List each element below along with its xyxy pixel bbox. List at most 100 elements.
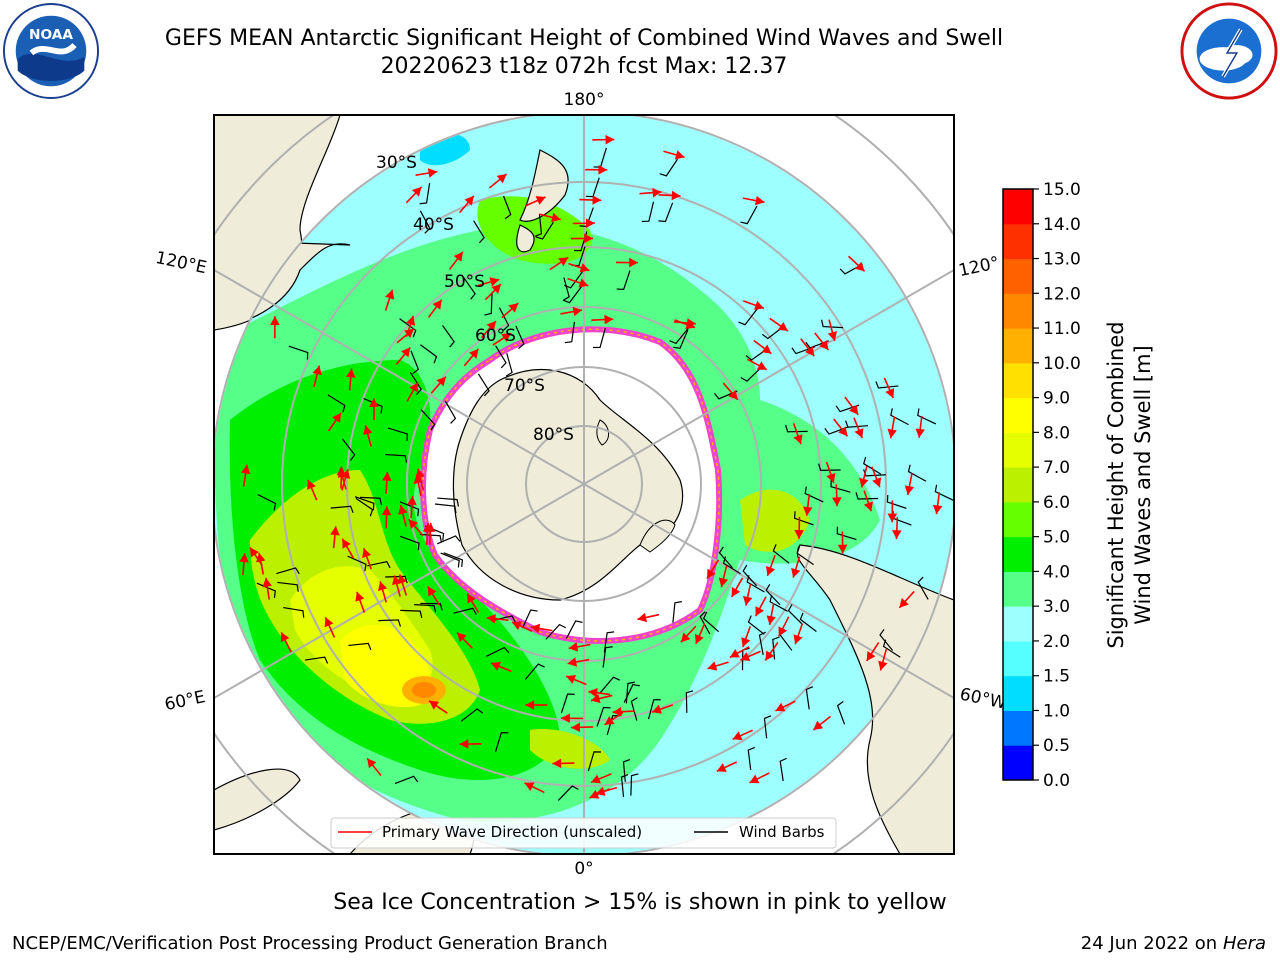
wave-arrow-head bbox=[604, 716, 615, 725]
wind-barb bbox=[494, 732, 509, 752]
wave-arrow-head bbox=[486, 614, 496, 624]
wind-barb bbox=[602, 646, 613, 668]
wind-barb bbox=[796, 546, 814, 566]
wave-arrow-head bbox=[590, 693, 601, 704]
wave-arrow-head bbox=[406, 315, 416, 326]
wind-barb bbox=[763, 715, 772, 739]
wind-barb bbox=[875, 381, 899, 389]
wind-barb bbox=[498, 307, 510, 331]
colorbar-tick-label: 7.0 bbox=[1043, 458, 1070, 478]
wind-barb bbox=[765, 583, 781, 606]
wind-barb bbox=[722, 556, 741, 575]
wind-barb bbox=[673, 329, 689, 349]
wave-arrow-head bbox=[837, 544, 848, 554]
wave-arrow-head bbox=[591, 774, 601, 784]
wind-barb bbox=[793, 511, 814, 526]
wind-barb bbox=[419, 210, 431, 234]
wave-arrow-head bbox=[728, 389, 738, 400]
wave-arrow-head bbox=[552, 758, 562, 769]
wind-barb bbox=[886, 494, 907, 509]
wave-arrow-head bbox=[398, 505, 408, 515]
wave-arrow-head bbox=[685, 320, 696, 330]
wind-barb bbox=[363, 397, 383, 414]
wave-arrow-head bbox=[367, 758, 377, 769]
wind-barb bbox=[277, 581, 299, 592]
wave-arrow-head bbox=[932, 504, 943, 515]
wave-arrow-head bbox=[866, 651, 876, 661]
colorbar-tick-label: 0.5 bbox=[1043, 736, 1070, 756]
wave-arrow-head bbox=[872, 477, 882, 488]
wind-barb bbox=[419, 183, 431, 205]
wave-arrow-head bbox=[469, 348, 479, 359]
colorbar-segment bbox=[1003, 606, 1033, 642]
lat-labels: 30°S 40°S 50°S 60°S 70°S 80°S bbox=[376, 153, 574, 445]
wind-barb bbox=[283, 606, 305, 618]
colorbar-segment bbox=[1003, 258, 1033, 294]
colorbar-tick-label: 1.0 bbox=[1043, 701, 1070, 721]
wave-arrow-head bbox=[588, 687, 598, 698]
lat-label-60s: 60°S bbox=[475, 326, 516, 346]
wind-barb bbox=[830, 479, 851, 493]
wave-arrow-head bbox=[427, 586, 437, 597]
wave-arrow-head bbox=[332, 412, 342, 423]
wave-arrow-head bbox=[778, 626, 788, 637]
wind-barb bbox=[378, 619, 402, 627]
colorbar-segment bbox=[1003, 571, 1033, 607]
lon-label-0: 0° bbox=[574, 859, 593, 879]
wind-barb bbox=[562, 277, 570, 301]
wave-arrow-head bbox=[716, 763, 727, 772]
wave-arrow-head bbox=[363, 425, 373, 436]
wind-barb bbox=[934, 484, 954, 501]
wind-barb bbox=[444, 400, 457, 424]
wind-barb bbox=[799, 612, 817, 632]
wave-arrow-head bbox=[330, 526, 340, 536]
wave-arrow-head bbox=[605, 134, 615, 145]
wave-arrow-head bbox=[680, 632, 691, 643]
lat-label-40s: 40°S bbox=[413, 215, 454, 235]
wind-barb bbox=[437, 497, 460, 507]
wind-barb bbox=[630, 773, 639, 796]
wind-barb bbox=[836, 701, 846, 725]
wave-arrow-head bbox=[887, 513, 898, 523]
wave-arrow-head bbox=[595, 786, 606, 796]
wind-barb bbox=[342, 438, 356, 461]
wave-arrow-head bbox=[377, 581, 388, 591]
wave-arrow-head bbox=[863, 501, 873, 512]
wave-arrow-head bbox=[508, 303, 519, 313]
wave-arrow-head bbox=[694, 633, 704, 644]
colorbar-tick-label: 12.0 bbox=[1043, 284, 1081, 304]
wind-barb bbox=[486, 646, 510, 657]
wave-arrow-head bbox=[382, 471, 392, 481]
wave-arrow-head bbox=[567, 657, 578, 667]
wind-barb bbox=[562, 286, 582, 304]
wind-barb bbox=[761, 325, 785, 340]
wave-arrow-head bbox=[761, 344, 772, 354]
wind-barb bbox=[641, 201, 655, 223]
wave-arrow-head bbox=[385, 289, 395, 300]
wave-arrow-head bbox=[749, 774, 760, 784]
wind-barb bbox=[746, 575, 765, 593]
colorbar-segment bbox=[1003, 189, 1033, 225]
wind-barb bbox=[672, 601, 682, 623]
wind-barb bbox=[534, 213, 543, 237]
wind-barb bbox=[917, 576, 929, 600]
wave-arrow-head bbox=[453, 251, 463, 262]
legend-barbs-label: Wind Barbs bbox=[739, 823, 825, 841]
wave-arrow-head bbox=[429, 700, 440, 710]
wave-arrow-head bbox=[489, 277, 500, 287]
wind-barb bbox=[625, 681, 635, 704]
wave-arrow-head bbox=[791, 567, 801, 578]
lon-label-120e: 120°E bbox=[154, 248, 209, 278]
wind-barb bbox=[442, 325, 455, 348]
wave-arrow-head bbox=[369, 398, 379, 407]
wave-arrow-head bbox=[427, 168, 438, 178]
colorbar-tick-label: 10.0 bbox=[1043, 354, 1081, 374]
wave-arrow-head bbox=[885, 388, 895, 399]
colorbar-tick-label: 8.0 bbox=[1043, 423, 1070, 443]
wave-arrow-head bbox=[755, 606, 764, 617]
wind-barb bbox=[535, 221, 554, 240]
wind-barb bbox=[387, 427, 408, 441]
wave-arrow-head bbox=[355, 591, 365, 602]
wave-arrow-head bbox=[854, 428, 864, 439]
wind-barb bbox=[473, 220, 485, 244]
